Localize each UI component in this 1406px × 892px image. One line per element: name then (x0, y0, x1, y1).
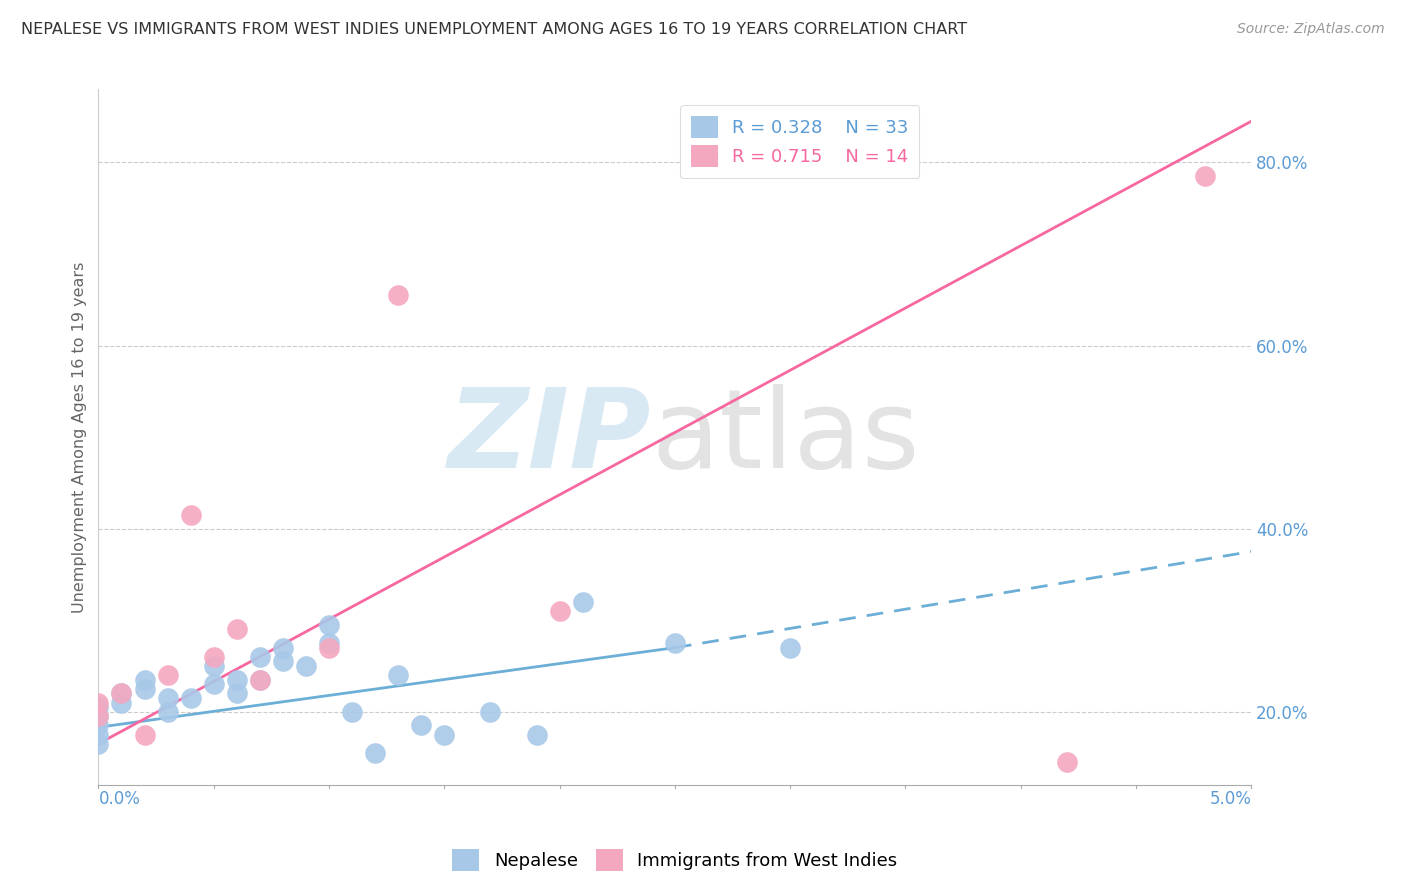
Point (202, 659, 225, 673)
Text: NEPALESE VS IMMIGRANTS FROM WEST INDIES UNEMPLOYMENT AMONG AGES 16 TO 19 YEARS C: NEPALESE VS IMMIGRANTS FROM WEST INDIES … (21, 22, 967, 37)
Point (156, 668, 179, 682)
Point (156, 705, 179, 719)
Point (340, 705, 363, 719)
Point (110, 686, 132, 700)
Point (87, 728, 110, 742)
Text: Source: ZipAtlas.com: Source: ZipAtlas.com (1237, 22, 1385, 37)
Point (134, 681, 156, 696)
Point (180, 508, 202, 522)
Legend: R = 0.328    N = 33, R = 0.715    N = 14: R = 0.328 N = 33, R = 0.715 N = 14 (681, 105, 920, 178)
Point (180, 690, 202, 705)
Point (202, 677, 225, 691)
Point (664, 636, 686, 650)
Point (156, 690, 179, 705)
Legend: Nepalese, Immigrants from West Indies: Nepalese, Immigrants from West Indies (446, 842, 904, 879)
Point (110, 686, 132, 700)
Point (779, 640, 801, 655)
Point (411, 718, 433, 732)
Point (318, 617, 340, 632)
Point (87, 737, 110, 751)
Point (295, 659, 318, 673)
Point (249, 673, 271, 687)
Text: ZIP: ZIP (449, 384, 652, 491)
Text: atlas: atlas (652, 384, 921, 491)
Point (87, 696, 110, 710)
Point (548, 604, 571, 618)
Point (1194, 169, 1216, 183)
Y-axis label: Unemployment Among Ages 16 to 19 years: Unemployment Among Ages 16 to 19 years (72, 261, 87, 613)
Point (87, 718, 110, 732)
Point (387, 668, 409, 682)
Point (318, 640, 340, 655)
Point (271, 640, 294, 655)
Text: 5.0%: 5.0% (1209, 789, 1251, 807)
Point (87, 700, 110, 714)
Point (271, 654, 294, 668)
Point (87, 709, 110, 723)
Point (526, 728, 548, 742)
Point (249, 649, 271, 664)
Point (433, 728, 456, 742)
Point (318, 636, 340, 650)
Point (225, 673, 247, 687)
Point (110, 696, 132, 710)
Point (134, 673, 156, 687)
Point (364, 746, 387, 760)
Point (479, 705, 502, 719)
Point (249, 673, 271, 687)
Point (202, 649, 225, 664)
Point (1056, 755, 1078, 769)
Point (387, 288, 409, 302)
Point (87, 709, 110, 723)
Point (225, 623, 247, 637)
Point (134, 728, 156, 742)
Point (225, 686, 247, 700)
Text: 0.0%: 0.0% (98, 789, 141, 807)
Point (571, 595, 593, 609)
